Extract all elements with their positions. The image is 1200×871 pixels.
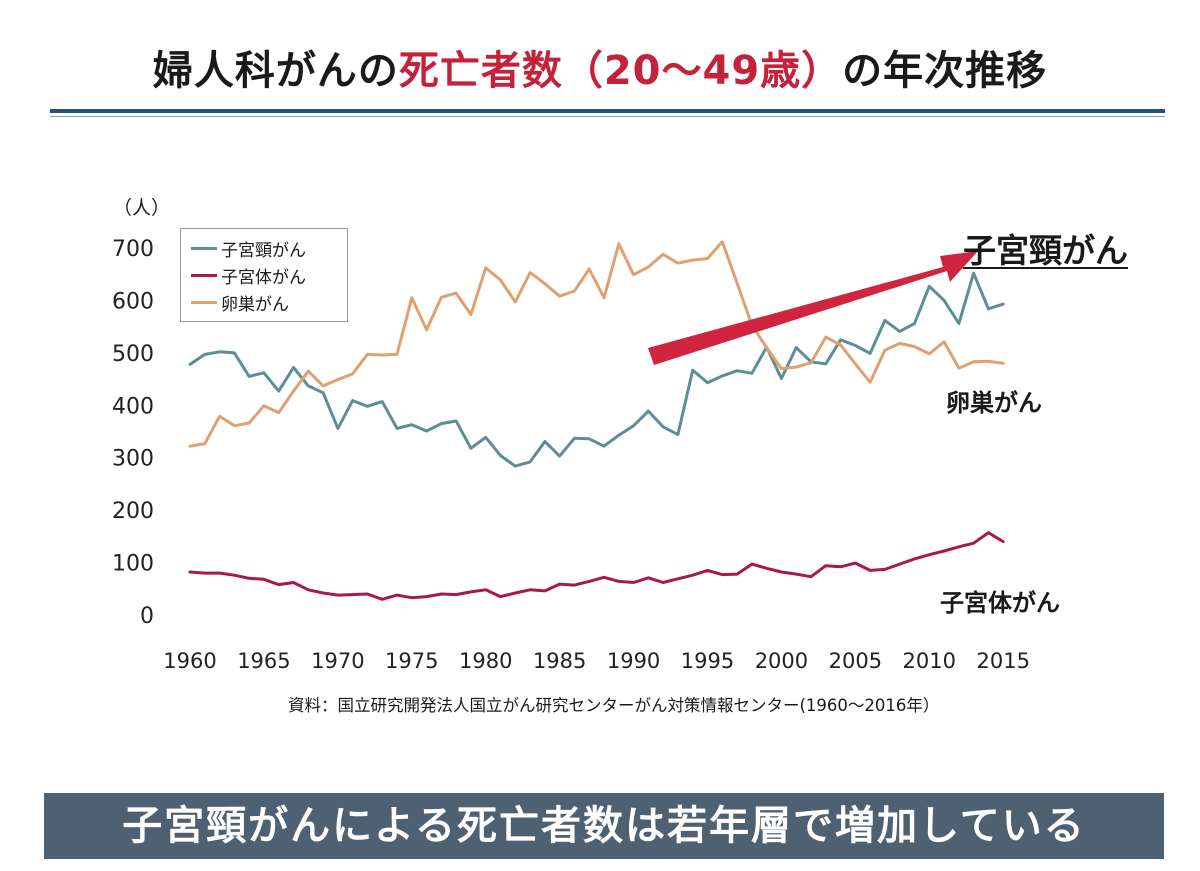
title-part1: 婦人科がんの bbox=[152, 48, 399, 94]
source-note: 資料：国立研究開発法人国立がん研究センターがん対策情報センター(1960～201… bbox=[288, 696, 940, 715]
x-tick-label: 1975 bbox=[385, 649, 438, 673]
series-line-0 bbox=[188, 271, 1005, 468]
x-tick-label: 2010 bbox=[903, 649, 956, 673]
chart-legend: 子宮頸がん 子宮体がん 卵巣がん bbox=[180, 228, 348, 322]
title-part2: の年次推移 bbox=[842, 48, 1048, 94]
y-tick-label: 200 bbox=[112, 499, 154, 524]
series-line-1 bbox=[188, 531, 1005, 601]
x-tick-label: 1980 bbox=[459, 649, 512, 673]
x-tick-label: 1970 bbox=[311, 649, 364, 673]
y-tick-label: 100 bbox=[112, 552, 154, 577]
title-highlight: 死亡者数（20～49歳） bbox=[398, 48, 843, 94]
y-tick-label: 300 bbox=[112, 447, 154, 472]
legend-item-cervical: 子宮頸がん bbox=[191, 235, 347, 262]
legend-label-cervical: 子宮頸がん bbox=[221, 241, 306, 261]
y-axis-unit: （人） bbox=[113, 197, 171, 219]
x-tick-label: 1990 bbox=[607, 649, 660, 673]
y-tick-label: 400 bbox=[112, 394, 154, 419]
y-tick-label: 600 bbox=[112, 289, 154, 314]
x-tick-label: 1960 bbox=[163, 649, 216, 673]
annotation-ovarian: 卵巣がん bbox=[946, 389, 1042, 417]
legend-swatch-endometrial bbox=[191, 274, 217, 277]
title-rule-thin bbox=[50, 116, 1165, 117]
legend-item-endometrial: 子宮体がん bbox=[191, 262, 347, 289]
legend-swatch-cervical bbox=[191, 247, 217, 250]
legend-swatch-ovarian bbox=[191, 301, 217, 304]
x-tick-label: 2015 bbox=[976, 649, 1029, 673]
trend-arrow bbox=[648, 251, 978, 365]
page-title: 婦人科がんの死亡者数（20～49歳）の年次推移 bbox=[0, 38, 1200, 96]
x-tick-label: 1965 bbox=[237, 649, 290, 673]
legend-item-ovarian: 卵巣がん bbox=[191, 289, 347, 316]
legend-label-ovarian: 卵巣がん bbox=[221, 295, 289, 315]
annotation-endometrial: 子宮体がん bbox=[940, 589, 1060, 617]
series-line-2 bbox=[188, 240, 1005, 448]
legend-label-endometrial: 子宮体がん bbox=[221, 268, 306, 288]
y-tick-label: 700 bbox=[112, 237, 154, 262]
title-rule bbox=[50, 109, 1165, 113]
x-tick-label: 2000 bbox=[755, 649, 808, 673]
y-tick-label: 0 bbox=[140, 604, 154, 629]
x-tick-label: 1985 bbox=[533, 649, 586, 673]
y-tick-label: 500 bbox=[112, 342, 154, 367]
x-tick-label: 2005 bbox=[829, 649, 882, 673]
x-tick-label: 1995 bbox=[681, 649, 734, 673]
annotation-cervical: 子宮頸がん bbox=[963, 231, 1128, 270]
conclusion-banner: 子宮頸がんによる死亡者数は若年層で増加している bbox=[44, 793, 1164, 859]
